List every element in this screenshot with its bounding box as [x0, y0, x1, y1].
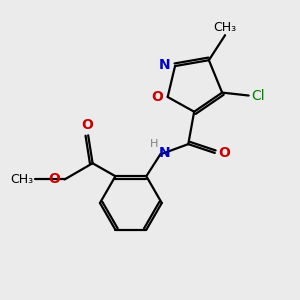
Text: N: N	[159, 146, 170, 160]
Text: CH₃: CH₃	[11, 173, 34, 186]
Text: O: O	[152, 90, 163, 104]
Text: N: N	[159, 58, 171, 72]
Text: H: H	[150, 139, 158, 149]
Text: Cl: Cl	[252, 88, 265, 103]
Text: CH₃: CH₃	[214, 21, 237, 34]
Text: O: O	[218, 146, 230, 160]
Text: O: O	[81, 118, 93, 132]
Text: O: O	[48, 172, 60, 186]
